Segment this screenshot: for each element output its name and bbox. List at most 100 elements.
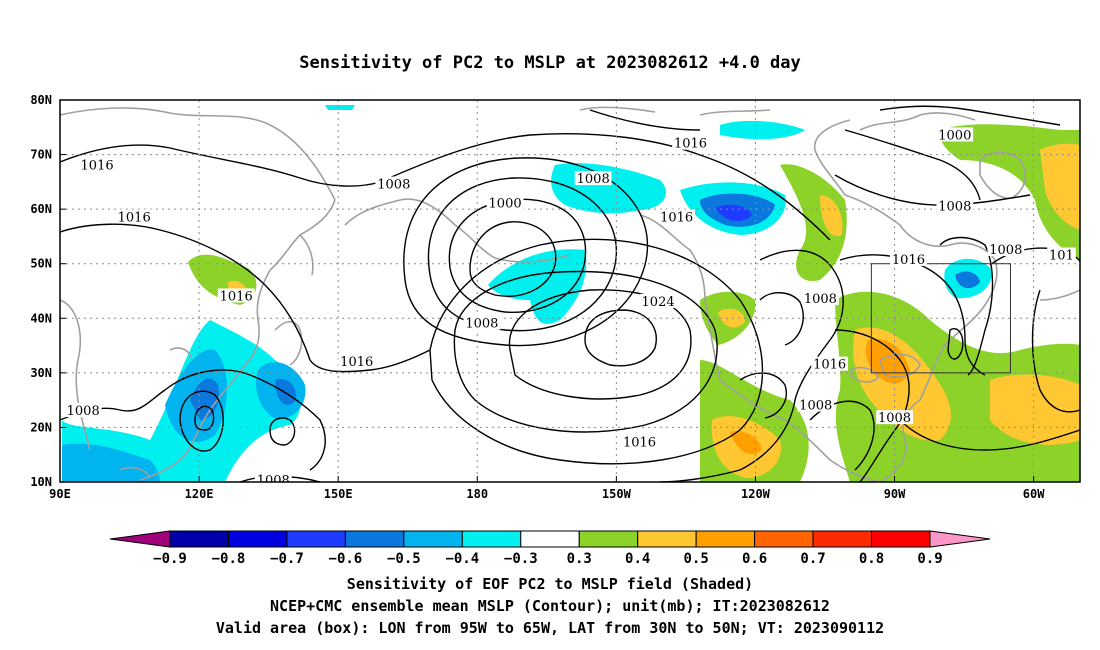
shade-positive-canada (780, 164, 847, 281)
contour-label-bg (658, 209, 696, 224)
shade-positive-greenland-core (1040, 143, 1080, 230)
colorbar-label: 0.5 (684, 551, 709, 567)
lat-tick-label: 60N (30, 202, 52, 216)
lat-tick-label: 10N (30, 475, 52, 489)
lat-tick-label: 80N (30, 93, 52, 107)
contour-label-bg (574, 171, 612, 186)
lat-tick-label: 20N (30, 420, 52, 434)
shade-negative-scs (62, 443, 160, 482)
contour-label-bg (463, 315, 501, 330)
contour-label: 1008 (577, 172, 610, 187)
colorbar-swatch (637, 530, 697, 548)
contour-label: 1016 (892, 253, 925, 268)
colorbar-label: 0.6 (742, 551, 767, 567)
shade-negative-newfoundland-core (955, 271, 980, 289)
contour-label: 1008 (989, 243, 1022, 258)
colorbar-swatch (227, 530, 288, 548)
contour-label: 1024 (642, 295, 675, 310)
contour-label-bg (217, 288, 255, 303)
colorbar-label: 0.7 (800, 551, 825, 567)
valid-area-box (870, 263, 1011, 374)
contour-label: 1016 (81, 158, 114, 173)
footer-line-2: NCEP+CMC ensemble mean MSLP (Contour); u… (270, 597, 830, 615)
colorbar-label: −0.3 (504, 551, 538, 567)
lat-tick-label: 70N (30, 148, 52, 162)
lon-tick-label: 150W (602, 487, 632, 501)
colorbar-label: 0.4 (625, 551, 650, 567)
colorbar-label: −0.9 (153, 551, 187, 567)
colorbar-arrow-low (109, 530, 171, 548)
lon-tick-label: 60W (1023, 487, 1045, 501)
colorbar-swatch (754, 530, 814, 548)
shade-negative-arctic2 (325, 105, 355, 110)
contour-label-bg (486, 195, 524, 210)
colorbar-label: 0.8 (859, 551, 884, 567)
contour-label-bg (338, 353, 376, 368)
contour-label: 1016 (340, 355, 373, 370)
lon-tick-label: 180 (466, 487, 488, 501)
contour-label: 1008 (799, 399, 832, 414)
lon-tick-label: 90W (884, 487, 906, 501)
colorbar-swatch (871, 530, 931, 548)
contour-labels: 1016 1008 1016 1016 1016 1008 1008 1000 1008 1008… (64, 127, 1076, 482)
contour-label: 101 (1049, 249, 1074, 264)
contour-label-bg (801, 291, 839, 306)
contour-label: 1016 (660, 210, 693, 225)
colorbar-swatch (812, 530, 873, 548)
lon-tick-label: 120E (185, 487, 214, 501)
coastlines (60, 106, 1080, 482)
colorbar (109, 530, 991, 548)
colorbar-swatch (169, 530, 229, 548)
contour-label: 1000 (489, 197, 522, 212)
colorbar-swatch (286, 530, 346, 548)
contour-label: 1000 (938, 128, 971, 143)
colorbar-label: −0.7 (270, 551, 304, 567)
contour-label-bg (64, 403, 102, 418)
contour-label-bg (936, 127, 974, 142)
colorbar-swatch (344, 530, 405, 548)
contour-label-bg (375, 176, 413, 191)
colorbar-label: −0.5 (387, 551, 421, 567)
shade-negative-arctic (720, 120, 805, 140)
colorbar-swatch (461, 530, 522, 548)
map-frame (59, 99, 1081, 483)
contour-label: 1008 (465, 317, 498, 332)
contour-label-bg (115, 209, 153, 224)
contour-label: 1016 (674, 137, 707, 152)
colorbar-label: −0.6 (329, 551, 363, 567)
footer-line-1: Sensitivity of EOF PC2 to MSLP field (Sh… (347, 575, 753, 593)
shade-negative-japan-core (275, 378, 297, 405)
lon-tick-label: 90E (49, 487, 71, 501)
contour-label: 1008 (377, 178, 410, 193)
contour-label-bg (672, 135, 709, 150)
map-title: Sensitivity of PC2 to MSLP at 2023082612… (299, 53, 801, 73)
contour-label: 1016 (220, 289, 253, 304)
lat-tick-label: 40N (30, 311, 52, 325)
contour-label: 1008 (67, 404, 100, 419)
axis-ticks (59, 99, 1035, 483)
colorbar-swatch (403, 530, 463, 548)
contour-label: 1016 (813, 358, 846, 373)
colorbar-arrow-high (929, 530, 991, 548)
contour-label-bg (987, 242, 1025, 257)
contour-label-bg (797, 397, 835, 412)
lat-tick-label: 50N (30, 257, 52, 271)
shade-positive-mexico-inner (730, 431, 762, 455)
map-panel: 1016 1008 1016 1016 1016 1008 1008 1000 1008 1008… (30, 93, 1081, 501)
shade-positive-canada-core (820, 195, 843, 236)
contour-label-bg (254, 472, 292, 482)
colorbar-label: 0.3 (567, 551, 592, 567)
contour-label-bg (876, 410, 913, 425)
contour-label-bg (621, 434, 658, 449)
lat-tick-label: 30N (30, 366, 52, 380)
contour-label-bg (890, 251, 927, 266)
lon-tick-label: 120W (741, 487, 771, 501)
contour-label-bg (639, 293, 677, 308)
shade-negative-goa-inner (715, 204, 752, 222)
contour-label-bg (936, 198, 974, 213)
colorbar-swatch (578, 530, 639, 548)
contour-label: 1008 (938, 199, 971, 214)
contour-label: 1016 (118, 210, 151, 225)
footer-line-3: Valid area (box): LON from 95W to 65W, L… (216, 619, 884, 637)
mslp-contours (60, 105, 1080, 482)
